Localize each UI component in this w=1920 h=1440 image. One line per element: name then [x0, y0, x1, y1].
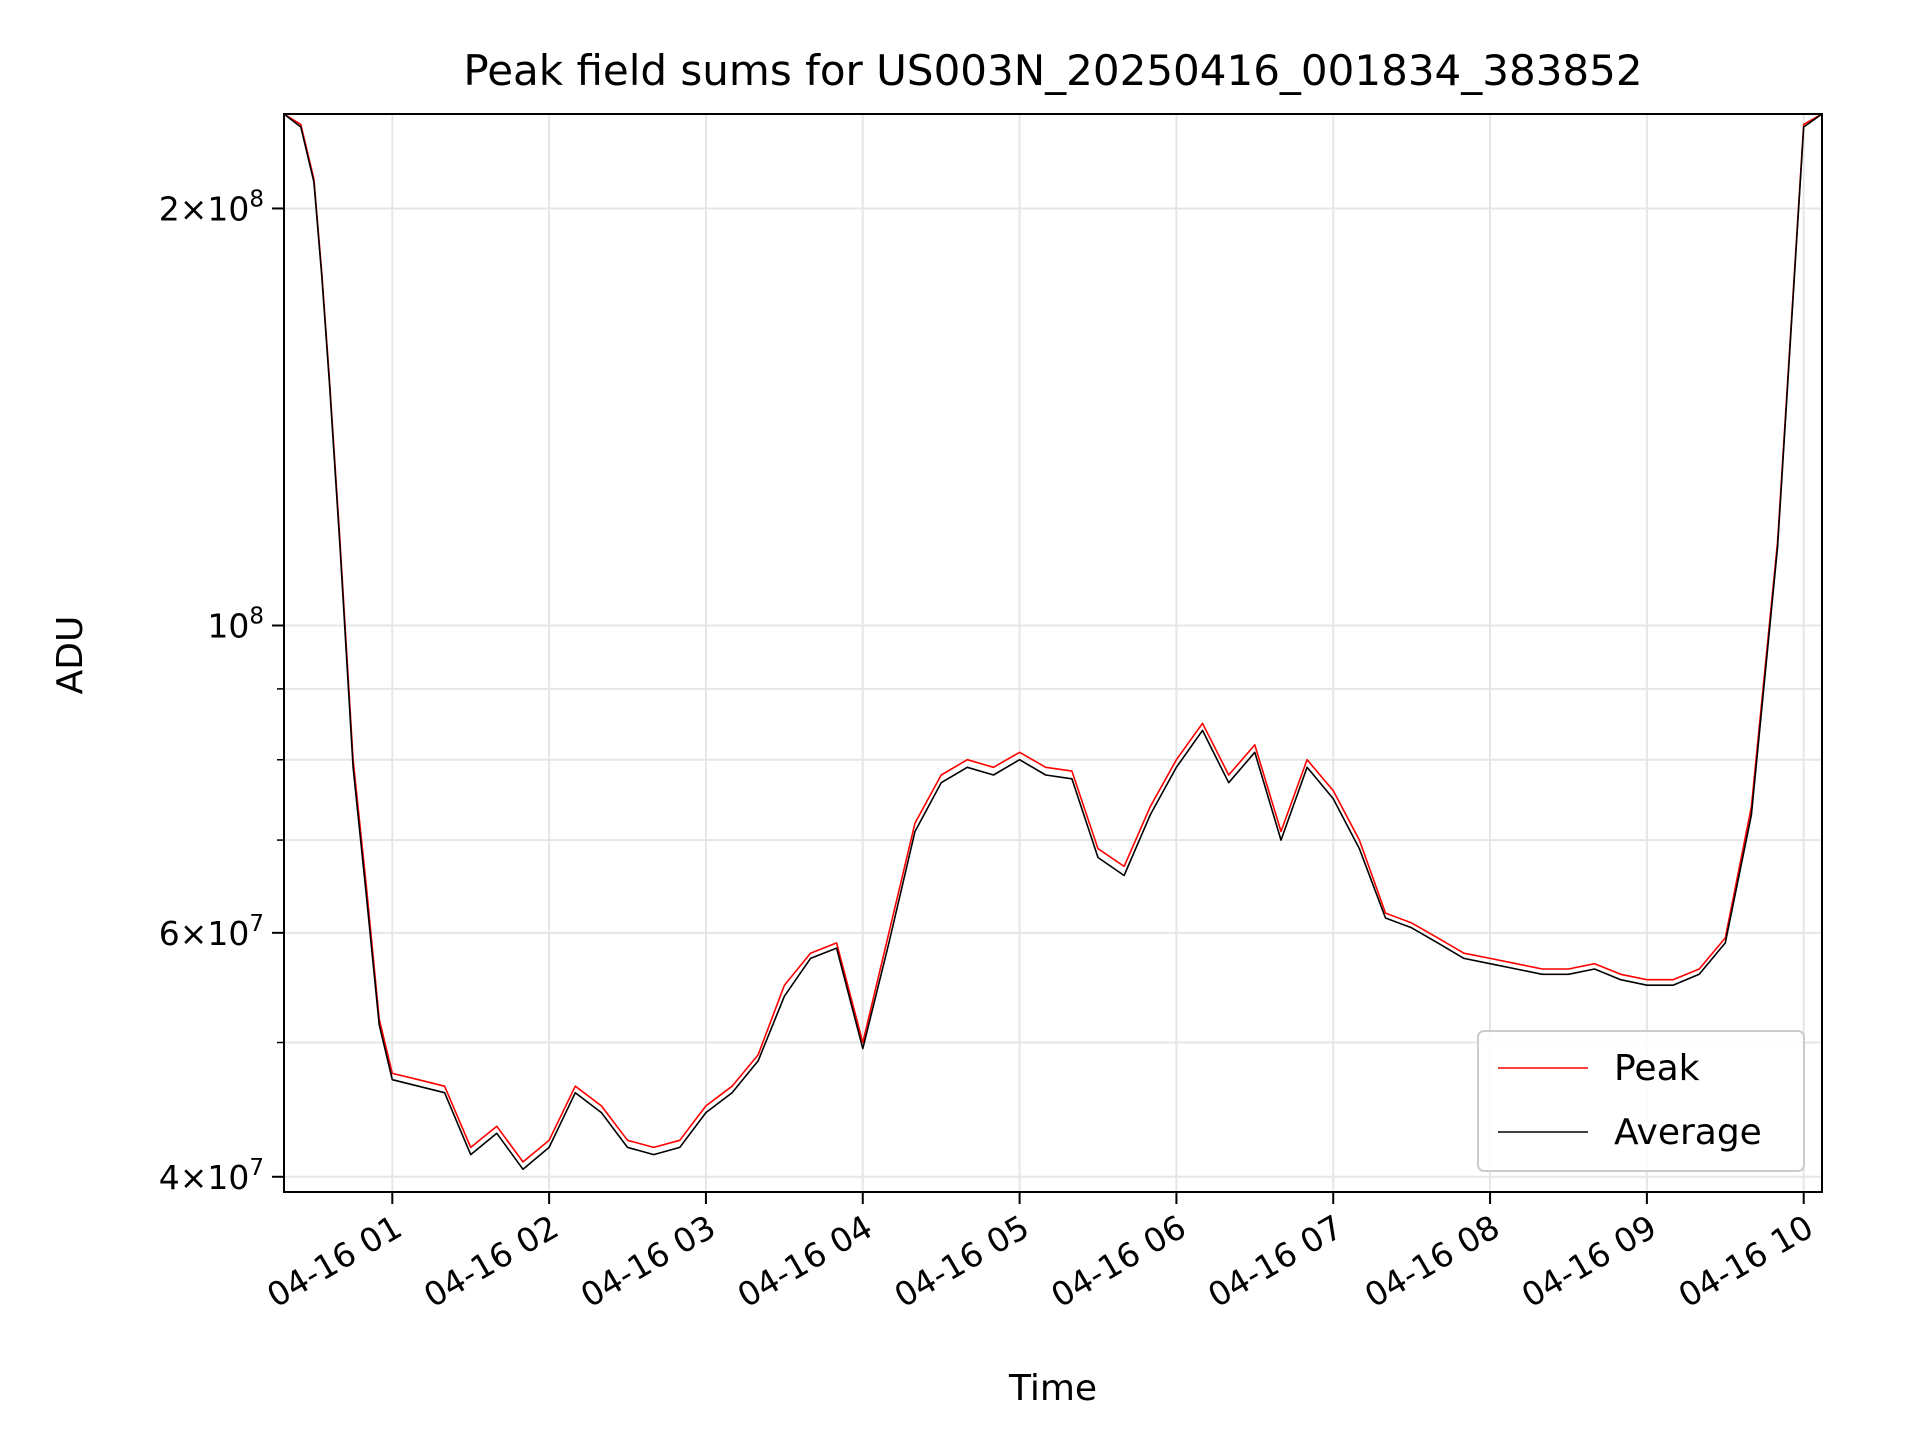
series-line-average	[283, 113, 1823, 1171]
legend-box	[1477, 1030, 1805, 1172]
y-tick-label: 6×107	[159, 911, 264, 953]
series-lines	[283, 113, 1823, 1171]
x-axis-label: Time	[1008, 1368, 1097, 1409]
legend-peak-label: Peak	[1614, 1048, 1700, 1089]
legend: Peak Average	[1477, 1030, 1805, 1172]
y-tick-label: 2×108	[159, 186, 264, 228]
legend-average-label: Average	[1614, 1112, 1762, 1153]
y-tick-label: 108	[207, 603, 264, 645]
chart-title: Peak field sums for US003N_20250416_0018…	[463, 46, 1642, 95]
y-tick-label: 4×107	[159, 1155, 264, 1197]
series-line-peak	[283, 113, 1823, 1163]
plot-frame	[283, 113, 1823, 1193]
y-axis-label: ADU	[50, 616, 91, 695]
